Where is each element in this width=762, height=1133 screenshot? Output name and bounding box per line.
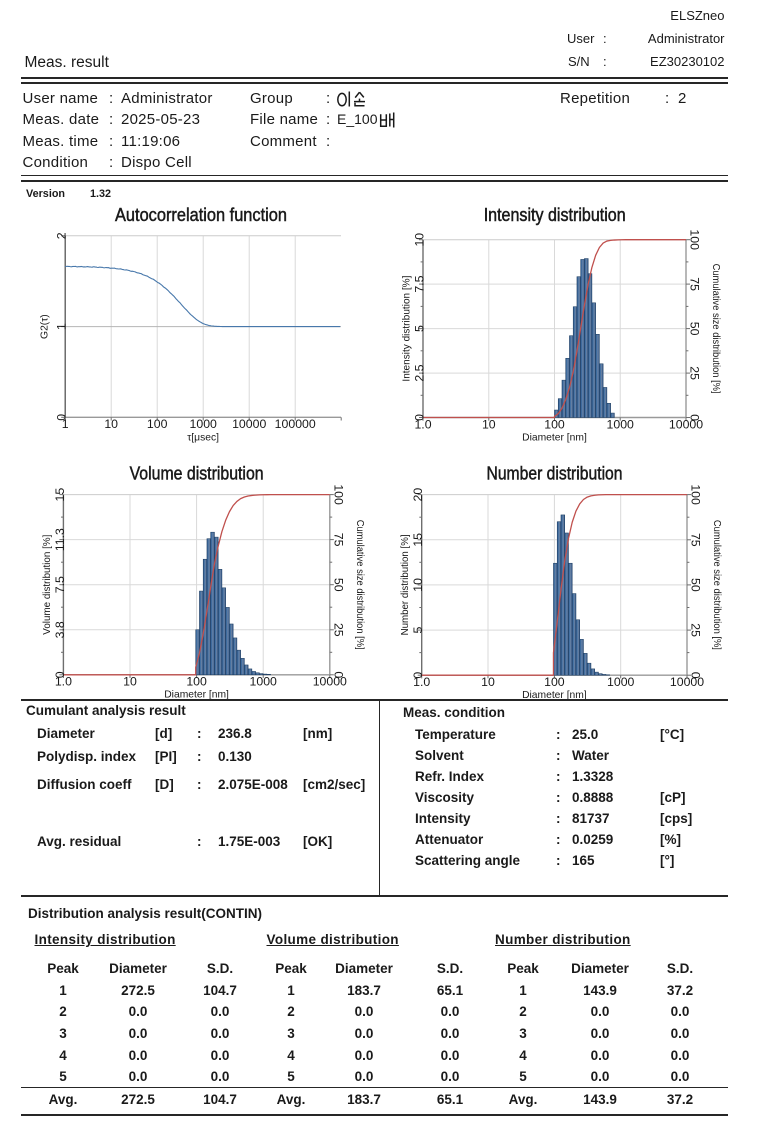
svg-text:100: 100 [332, 484, 346, 505]
svg-text:50: 50 [689, 578, 703, 592]
svg-text:100: 100 [688, 229, 702, 250]
svg-text:100: 100 [186, 675, 207, 689]
svg-text:Autocorrelation function: Autocorrelation function [115, 204, 287, 225]
svg-text:τ[μsec]: τ[μsec] [187, 432, 219, 443]
svg-text:10000: 10000 [670, 675, 704, 689]
svg-text:5: 5 [411, 627, 425, 634]
svg-text:20: 20 [411, 488, 425, 502]
svg-text:50: 50 [688, 322, 702, 336]
svg-text:1000: 1000 [250, 675, 278, 689]
svg-text:0: 0 [688, 414, 702, 421]
svg-text:1: 1 [55, 323, 69, 330]
svg-text:1000: 1000 [607, 417, 635, 431]
svg-text:100000: 100000 [275, 417, 316, 431]
svg-text:0: 0 [53, 671, 67, 678]
svg-text:3.8: 3.8 [53, 621, 67, 638]
svg-text:75: 75 [689, 533, 703, 547]
svg-text:Diameter [nm]: Diameter [nm] [522, 433, 587, 444]
svg-text:Intensity distribution [%]: Intensity distribution [%] [402, 275, 413, 381]
svg-text:1: 1 [62, 417, 69, 431]
svg-text:0: 0 [411, 672, 425, 679]
svg-text:10: 10 [482, 417, 496, 431]
svg-text:10000: 10000 [669, 417, 703, 431]
svg-text:Number distribution [%]: Number distribution [%] [400, 534, 411, 635]
svg-text:10: 10 [411, 578, 425, 592]
svg-text:2: 2 [55, 232, 69, 239]
svg-text:1.0: 1.0 [55, 675, 72, 689]
svg-text:1000: 1000 [607, 675, 635, 689]
svg-text:Number distribution: Number distribution [487, 463, 623, 484]
svg-text:2.5: 2.5 [413, 364, 427, 381]
svg-text:Volume distribution [%]: Volume distribution [%] [42, 535, 53, 635]
svg-text:5: 5 [413, 325, 427, 332]
svg-text:11.3: 11.3 [53, 528, 67, 551]
svg-text:15: 15 [53, 488, 67, 502]
svg-text:10000: 10000 [232, 417, 266, 431]
svg-text:Cumulative size distribution [: Cumulative size distribution [%] [711, 520, 722, 650]
svg-text:10: 10 [413, 233, 427, 247]
svg-text:Intensity distribution: Intensity distribution [484, 204, 626, 225]
svg-text:10: 10 [481, 675, 495, 689]
svg-text:1.0: 1.0 [414, 417, 431, 431]
svg-text:7.5: 7.5 [413, 275, 427, 292]
svg-text:1.0: 1.0 [413, 675, 430, 689]
svg-text:0: 0 [689, 672, 703, 679]
svg-text:0: 0 [413, 414, 427, 421]
svg-text:10: 10 [123, 675, 137, 689]
svg-text:0: 0 [332, 671, 346, 678]
svg-text:100: 100 [689, 484, 703, 505]
svg-text:100: 100 [544, 675, 565, 689]
svg-text:15: 15 [411, 533, 425, 547]
svg-text:Cumulative size distribution [: Cumulative size distribution [%] [710, 264, 721, 394]
svg-text:Diameter [nm]: Diameter [nm] [522, 690, 587, 701]
svg-text:25: 25 [689, 623, 703, 637]
svg-text:75: 75 [688, 277, 702, 291]
svg-text:10: 10 [104, 417, 118, 431]
svg-text:75: 75 [332, 533, 346, 547]
svg-text:100: 100 [147, 417, 168, 431]
svg-text:Diameter [nm]: Diameter [nm] [164, 690, 229, 701]
svg-text:1000: 1000 [190, 417, 218, 431]
svg-text:G2(τ): G2(τ) [40, 314, 51, 339]
svg-text:25: 25 [332, 623, 346, 637]
svg-text:10000: 10000 [313, 675, 347, 689]
svg-text:50: 50 [332, 578, 346, 592]
svg-text:25: 25 [688, 366, 702, 380]
svg-text:0: 0 [55, 414, 69, 421]
svg-text:100: 100 [544, 417, 565, 431]
svg-text:Cumulative size distribution [: Cumulative size distribution [%] [354, 520, 365, 650]
svg-text:Volume distribution: Volume distribution [130, 463, 264, 484]
svg-text:7.5: 7.5 [53, 576, 67, 593]
